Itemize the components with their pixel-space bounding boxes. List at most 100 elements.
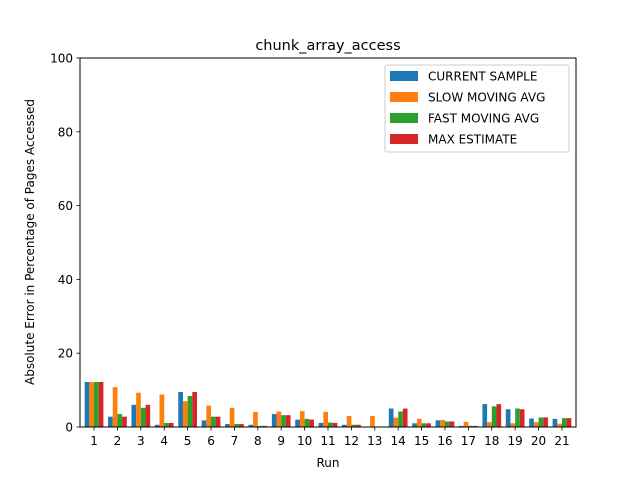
bar-max-estimate-run-14 <box>402 408 408 427</box>
bar-current-sample-run-15 <box>412 423 417 427</box>
bar-max-estimate-run-2 <box>122 416 127 427</box>
bar-fast-moving-avg-run-10 <box>304 418 310 427</box>
bar-max-estimate-run-17 <box>473 425 478 427</box>
x-tick-label: 19 <box>508 434 523 448</box>
x-tick-label: 18 <box>484 434 499 448</box>
x-axis-label: Run <box>316 456 339 470</box>
x-tick-label: 17 <box>461 434 476 448</box>
bar-fast-moving-avg-run-9 <box>281 415 286 427</box>
legend-swatch <box>390 92 418 102</box>
legend-label: SLOW MOVING AVG <box>428 91 545 105</box>
bar-current-sample-run-20 <box>529 418 534 427</box>
bar-max-estimate-run-20 <box>543 417 548 427</box>
x-tick-label: 13 <box>367 434 382 448</box>
bar-max-estimate-run-6 <box>215 416 221 427</box>
bar-slow-moving-avg-run-18 <box>487 422 492 427</box>
bar-slow-moving-avg-run-2 <box>112 387 118 427</box>
legend-label: FAST MOVING AVG <box>428 112 539 126</box>
y-tick-label: 0 <box>65 421 73 435</box>
bar-current-sample-run-2 <box>108 416 113 427</box>
bar-max-estimate-run-4 <box>168 422 174 427</box>
x-tick-label: 4 <box>160 434 168 448</box>
x-tick-label: 21 <box>554 434 569 448</box>
x-tick-label: 15 <box>414 434 429 448</box>
bar-fast-moving-avg-run-6 <box>211 416 216 427</box>
bar-fast-moving-avg-run-4 <box>164 422 169 427</box>
x-tick-label: 10 <box>297 434 312 448</box>
bar-current-sample-run-4 <box>154 424 160 427</box>
y-axis: 0 20 40 60 80 100 <box>50 52 80 435</box>
bar-max-estimate-run-8 <box>262 425 268 427</box>
legend-label: CURRENT SAMPLE <box>428 70 537 84</box>
x-axis: 1 2 3 4 5 6 7 8 9 10 11 12 13 14 15 16 17 18 19 20 21 <box>90 427 570 448</box>
bar-current-sample-run-1 <box>84 381 90 427</box>
x-tick-label: 12 <box>344 434 359 448</box>
bar-fast-moving-avg-run-16 <box>444 421 450 427</box>
bar-current-sample-run-19 <box>505 409 511 427</box>
bar-fast-moving-avg-run-1 <box>94 381 99 427</box>
bar-slow-moving-avg-run-6 <box>206 405 212 427</box>
bar-fast-moving-avg-run-15 <box>421 423 427 427</box>
bar-slow-moving-avg-run-4 <box>159 394 165 427</box>
bar-slow-moving-avg-run-10 <box>299 411 305 427</box>
bar-slow-moving-avg-run-5 <box>182 401 188 427</box>
bar-fast-moving-avg-run-7 <box>234 424 240 427</box>
y-tick-label: 60 <box>58 199 73 213</box>
bar-fast-moving-avg-run-3 <box>140 407 146 427</box>
bar-current-sample-run-3 <box>131 404 137 427</box>
bar-slow-moving-avg-run-7 <box>229 407 235 427</box>
bar-current-sample-run-8 <box>248 424 254 427</box>
bar-current-sample-run-6 <box>201 420 207 427</box>
x-tick-label: 2 <box>114 434 122 448</box>
bar-current-sample-run-18 <box>482 404 488 427</box>
x-tick-label: 8 <box>254 434 262 448</box>
bar-fast-moving-avg-run-12 <box>351 424 357 427</box>
x-tick-label: 16 <box>437 434 452 448</box>
bar-max-estimate-run-11 <box>332 422 338 427</box>
bar-current-sample-run-10 <box>295 419 300 427</box>
bar-fast-moving-avg-run-8 <box>257 425 263 427</box>
bar-current-sample-run-5 <box>178 391 183 427</box>
y-tick-label: 40 <box>58 273 73 287</box>
bar-slow-moving-avg-run-20 <box>533 422 539 427</box>
x-tick-label: 7 <box>231 434 239 448</box>
bar-max-estimate-run-19 <box>519 409 525 427</box>
bar-fast-moving-avg-run-21 <box>561 418 567 427</box>
x-tick-label: 6 <box>207 434 215 448</box>
bar-current-sample-run-11 <box>318 422 324 427</box>
bar-slow-moving-avg-run-17 <box>463 421 469 427</box>
bar-current-sample-run-12 <box>342 424 347 427</box>
bar-fast-moving-avg-run-20 <box>538 417 544 427</box>
legend-swatch <box>390 71 418 81</box>
bar-max-estimate-run-1 <box>98 381 104 427</box>
legend-swatch <box>390 134 418 144</box>
bar-slow-moving-avg-run-14 <box>393 417 399 427</box>
x-tick-label: 9 <box>277 434 285 448</box>
bar-slow-moving-avg-run-19 <box>510 423 516 427</box>
bar-max-estimate-run-21 <box>566 418 572 427</box>
bar-max-estimate-run-10 <box>309 419 314 427</box>
bar-fast-moving-avg-run-18 <box>491 406 497 427</box>
bar-current-sample-run-16 <box>435 420 441 427</box>
legend-label: MAX ESTIMATE <box>428 133 517 147</box>
bar-current-sample-run-14 <box>388 408 394 427</box>
bar-max-estimate-run-5 <box>192 391 197 427</box>
bar-slow-moving-avg-run-9 <box>276 411 282 427</box>
bar-max-estimate-run-18 <box>496 404 502 427</box>
bars-layer <box>84 381 572 427</box>
x-tick-label: 11 <box>320 434 335 448</box>
bar-slow-moving-avg-run-1 <box>89 381 95 427</box>
bar-fast-moving-avg-run-14 <box>398 411 403 427</box>
bar-current-sample-run-21 <box>552 418 558 427</box>
bar-max-estimate-run-12 <box>356 424 361 427</box>
y-tick-label: 80 <box>58 125 73 139</box>
bar-slow-moving-avg-run-8 <box>253 411 258 427</box>
bar-slow-moving-avg-run-16 <box>440 419 445 427</box>
bar-slow-moving-avg-run-13 <box>370 415 375 427</box>
bar-fast-moving-avg-run-2 <box>117 414 123 427</box>
bar-slow-moving-avg-run-3 <box>136 392 141 427</box>
x-tick-label: 5 <box>184 434 192 448</box>
y-axis-label: Absolute Error in Percentage of Pages Ac… <box>23 99 37 385</box>
bar-current-sample-run-7 <box>225 424 230 427</box>
